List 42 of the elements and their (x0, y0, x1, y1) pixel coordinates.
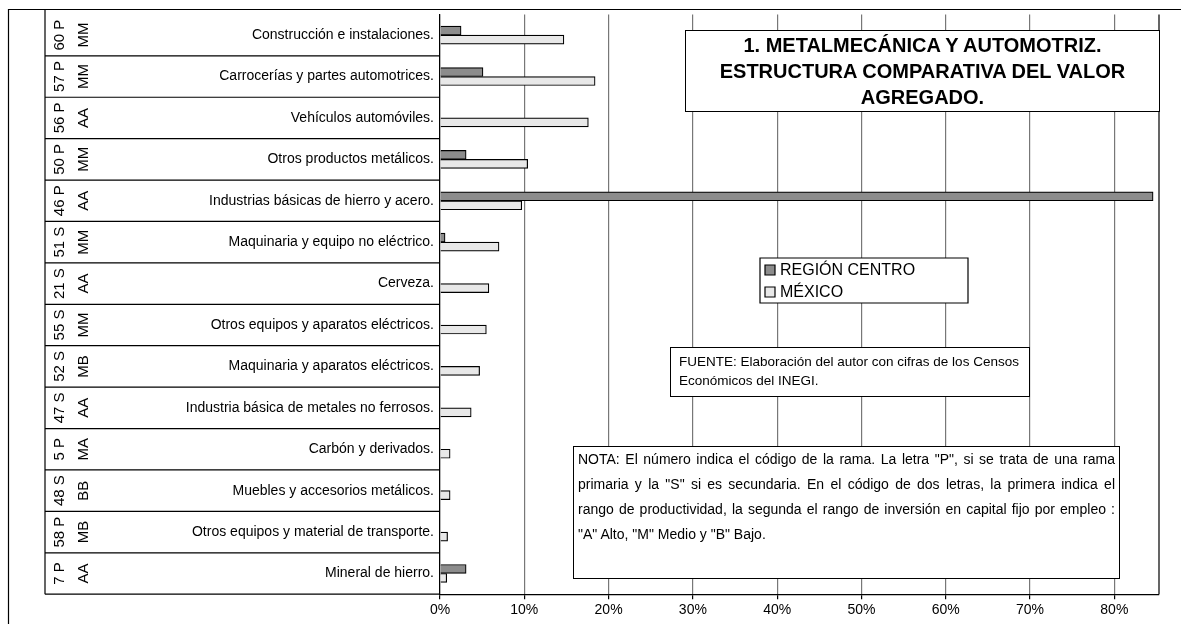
y-tick-label: Muebles y accesorios metálicos. (232, 481, 434, 498)
y-tick-label: Industria básica de metales no ferrosos. (185, 398, 434, 415)
text: 5 P MA (50, 437, 92, 461)
x-tick-label: 30% (678, 601, 707, 618)
note-box: NOTA: El número indica el código de la rama. La letra "P", si se trata de una rama primaria y la "S" si es secundaria. En el código de dos letras, la primera indica el rango de productividad, la segunda el rango de inversión en capital fijo por empleo : "A" Alto, "M" Medio y "B" Bajo. (573, 446, 1120, 579)
y-tick-label: Carrocerías y partes automotrices. (219, 67, 434, 84)
x-tick-label: 20% (594, 601, 623, 618)
text: 55 S MM (50, 309, 92, 341)
y-tick-label: Cerveza. (377, 274, 434, 291)
legend-label: MÉXICO (780, 282, 844, 301)
text: 46 P AA (50, 185, 92, 217)
text: 50 P MM (50, 143, 92, 175)
note-box: FUENTE: Elaboración del autor con cifras de los Censos Económicos del INEGI. (670, 347, 1030, 397)
x-tick-label: 50% (847, 601, 876, 618)
y-tick-label: Otros productos metálicos. (267, 150, 434, 167)
x-tick-label: 10% (510, 601, 539, 618)
text: 7 P AA (50, 562, 92, 585)
text: 57 P MM (50, 61, 92, 92)
text: 52 S MB (50, 350, 92, 382)
y-tick-label: Mineral de hierro. (325, 564, 434, 581)
text: 48 S BB (50, 475, 92, 507)
y-tick-label: Maquinaria y equipo no eléctrico. (228, 233, 434, 250)
y-tick-label: Construcción e instalaciones. (251, 25, 434, 42)
text: 56 P AA (50, 102, 92, 134)
legend-label: REGIÓN CENTRO (780, 260, 916, 279)
title-box: 1. METALMECÁNICA Y AUTOMOTRIZ. ESTRUCTURA COMPARATIVA DEL VALOR AGREGADO. (685, 30, 1160, 112)
text: 58 P MB (50, 516, 92, 548)
y-tick-label: Vehículos automóviles. (290, 108, 434, 125)
x-tick-label: 70% (1016, 601, 1045, 618)
text: 51 S MM (50, 226, 92, 258)
y-tick-label: Maquinaria y aparatos eléctricos. (228, 357, 434, 374)
text: 47 S AA (50, 392, 92, 424)
text: 60 P MM (50, 19, 92, 51)
x-tick-label: 40% (763, 601, 792, 618)
x-tick-label: 0% (429, 601, 451, 618)
x-tick-label: 80% (1100, 601, 1129, 618)
y-tick-label: Carbón y derivados. (308, 440, 434, 457)
x-tick-label: 60% (931, 601, 960, 618)
y-tick-label: Industrias básicas de hierro y acero. (209, 191, 434, 208)
y-tick-label: Otros equipos y aparatos eléctricos. (210, 315, 434, 332)
text: 21 S AA (50, 268, 92, 300)
y-tick-label: Otros equipos y material de transporte. (191, 522, 434, 539)
